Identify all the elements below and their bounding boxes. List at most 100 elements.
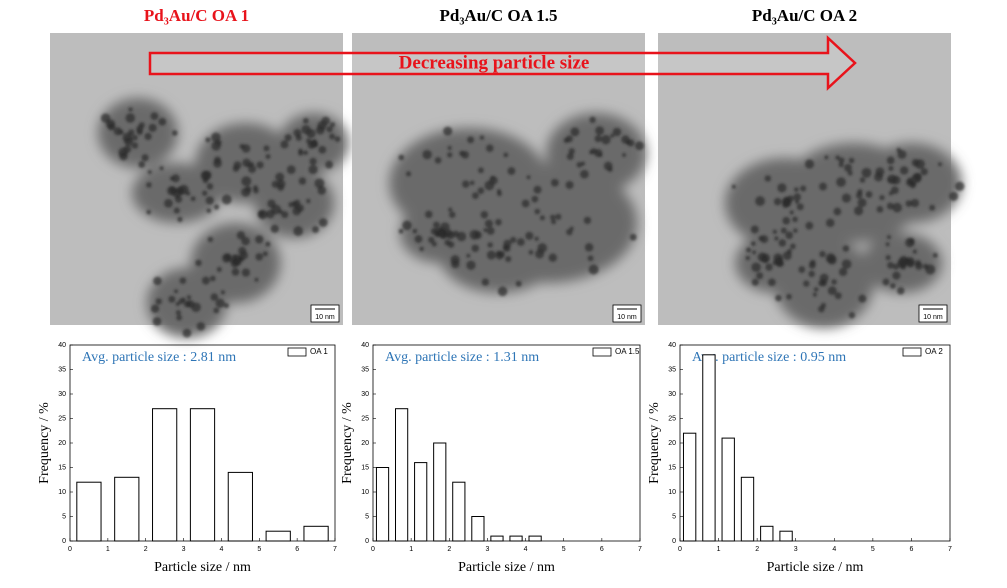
particle [303,150,309,156]
y-tick-label: 15 [668,464,676,471]
y-tick-label: 0 [365,538,369,545]
annotation: Avg. particle size : 2.81 nm [82,350,236,365]
particle [174,195,183,203]
particle [181,297,186,302]
particle [531,195,539,203]
particle [780,227,787,234]
particle [128,107,133,112]
particle [778,239,787,247]
particle [812,292,817,297]
particle [231,254,237,260]
particle [824,155,829,160]
particle [213,307,220,314]
particle [449,211,456,219]
particle [909,181,916,189]
particle [471,244,480,253]
particle [515,280,522,287]
plot-frame [679,344,951,542]
y-tick-label: 40 [58,342,66,349]
particle [896,147,902,153]
particle [803,280,810,287]
annotation: Avg. particle size : 1.31 nm [385,350,539,365]
y-tick-label: 5 [62,513,66,520]
particle [190,196,196,202]
particle [555,213,562,220]
particle [914,259,922,267]
bar [375,467,390,542]
particle [750,225,759,234]
x-tick-label: 5 [562,546,566,553]
particle [885,242,890,247]
scale-bar-label: 10 nm [923,314,943,321]
particle [760,253,771,263]
particle [834,292,842,300]
particle [752,250,757,255]
particle [798,266,806,273]
bar [303,525,329,542]
particle [610,133,615,138]
particle [265,241,271,247]
y-tick-label: 35 [58,366,66,373]
x-tick-label: 3 [794,546,798,553]
y-tick-label: 25 [361,415,369,422]
particle [159,166,164,171]
particle [271,204,282,215]
x-tick-label: 3 [485,546,489,553]
particle [897,150,907,159]
bar [76,481,102,542]
particle [131,142,139,149]
particle [210,293,219,301]
particle [875,167,885,177]
particle [800,185,807,192]
particle [205,137,211,143]
particle [236,231,246,240]
image-title: Pd₃Au/C OA 1 [144,6,249,25]
particle [848,157,855,164]
particle [105,119,116,129]
particle [255,235,264,244]
particle [838,162,844,168]
particle [241,144,251,153]
particle [486,250,496,260]
particle [813,287,819,292]
particle [886,156,895,165]
y-tick-label: 20 [668,440,676,447]
particle [887,261,894,269]
particle [627,139,635,147]
particle [419,246,424,252]
x-tick-label: 6 [600,546,604,553]
particle [588,264,599,275]
particle [437,231,443,237]
particle [179,277,187,284]
particle [885,254,891,261]
particle [882,278,890,286]
particle [148,123,157,132]
particle [280,140,289,149]
particle [827,286,837,296]
particle [150,112,159,121]
particle [580,161,586,166]
particle [857,188,863,195]
particle [173,207,180,214]
tem-dots [731,147,965,319]
bar [152,408,178,542]
x-tick-label: 6 [909,546,913,553]
y-tick-label: 5 [365,513,369,520]
particle [168,295,176,303]
particle [920,168,928,176]
particle [326,126,333,133]
particle [887,177,892,183]
particle [786,293,792,300]
particle [257,210,266,218]
particle [255,253,263,261]
particle [790,243,796,250]
particle [450,255,460,265]
bar [702,354,716,542]
x-tick-label: 6 [295,546,299,553]
particle [842,245,850,252]
particle [756,272,764,280]
particle [215,298,225,308]
particle [584,243,594,252]
particle [731,184,736,189]
x-tick-label: 2 [755,546,759,553]
